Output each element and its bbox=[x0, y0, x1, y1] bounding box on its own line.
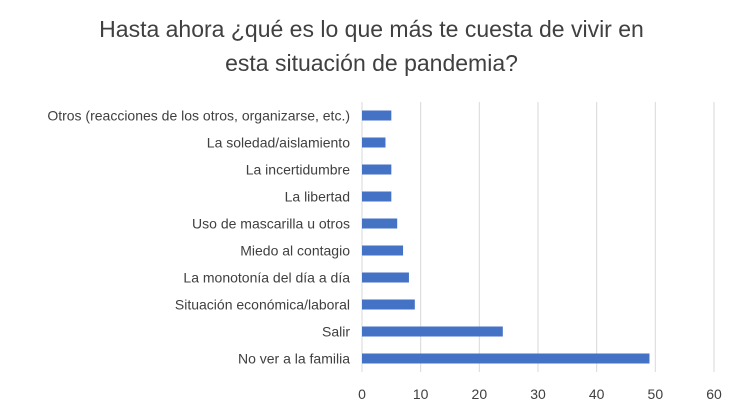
category-label-5: Uso de mascarilla u otros bbox=[192, 216, 350, 232]
category-label-1: Salir bbox=[322, 324, 350, 340]
category-label-6: La libertad bbox=[285, 189, 350, 205]
bar-8 bbox=[362, 137, 386, 148]
x-tick-label-10: 10 bbox=[413, 386, 429, 402]
x-tick-label-0: 0 bbox=[358, 386, 366, 402]
bar-6 bbox=[362, 191, 392, 202]
bar-3 bbox=[362, 272, 409, 283]
category-label-4: Miedo al contagio bbox=[240, 243, 350, 259]
chart-title: Hasta ahora ¿qué es lo que más te cuesta… bbox=[0, 12, 743, 80]
x-tick-label-20: 20 bbox=[472, 386, 488, 402]
bar-5 bbox=[362, 218, 398, 229]
category-label-3: La monotonía del día a día bbox=[183, 270, 350, 286]
bar-0 bbox=[362, 353, 650, 364]
category-label-0: No ver a la familia bbox=[238, 351, 350, 367]
bar-1 bbox=[362, 326, 503, 337]
category-label-7: La incertidumbre bbox=[246, 162, 350, 178]
bar-4 bbox=[362, 245, 404, 256]
category-label-9: Otros (reacciones de los otros, organiza… bbox=[47, 108, 350, 124]
x-tick-label-40: 40 bbox=[589, 386, 605, 402]
x-tick-label-30: 30 bbox=[530, 386, 546, 402]
bar-2 bbox=[362, 299, 415, 310]
chart-title-line-2: esta situación de pandemia? bbox=[225, 50, 518, 76]
category-label-8: La soledad/aislamiento bbox=[207, 135, 350, 151]
category-label-2: Situación económica/laboral bbox=[175, 297, 350, 313]
bar-9 bbox=[362, 110, 392, 121]
bar-7 bbox=[362, 164, 392, 175]
chart-title-line-1: Hasta ahora ¿qué es lo que más te cuesta… bbox=[99, 16, 644, 42]
x-tick-label-60: 60 bbox=[706, 386, 722, 402]
x-tick-label-50: 50 bbox=[648, 386, 664, 402]
